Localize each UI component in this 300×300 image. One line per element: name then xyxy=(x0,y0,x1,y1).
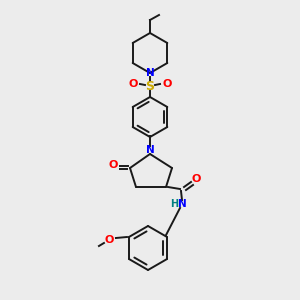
Text: N: N xyxy=(178,199,187,209)
Text: N: N xyxy=(146,145,154,155)
Text: N: N xyxy=(146,68,154,78)
Text: O: O xyxy=(128,79,138,89)
Text: O: O xyxy=(108,160,118,170)
Text: O: O xyxy=(162,79,172,89)
Text: O: O xyxy=(191,174,201,184)
Text: O: O xyxy=(104,235,114,245)
Text: H: H xyxy=(170,199,178,209)
Text: S: S xyxy=(146,80,154,92)
